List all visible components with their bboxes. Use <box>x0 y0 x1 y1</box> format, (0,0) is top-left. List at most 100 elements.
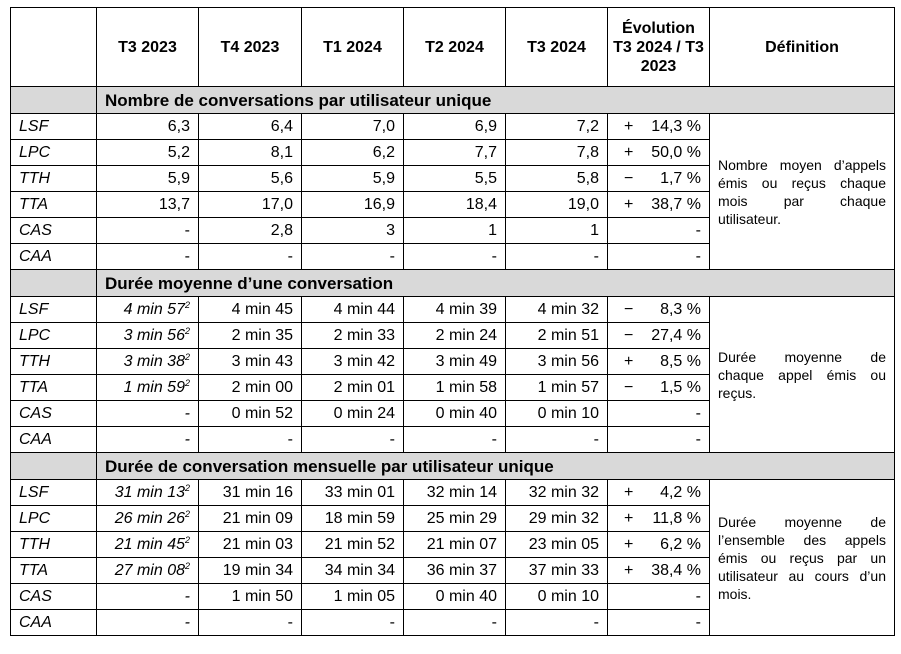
value-text: 21 min 07 <box>426 536 497 553</box>
value-text: 3 min 42 <box>333 353 395 370</box>
evolution-cell: − 1,7 % <box>607 165 710 192</box>
value-text: 1 min 05 <box>333 588 395 605</box>
value-cell: 19 min 34 <box>198 557 302 584</box>
evolution-value: 6,2 % <box>660 536 701 553</box>
row-label: TTA <box>10 374 97 401</box>
evolution-cell: +4,2 % <box>607 479 710 506</box>
value-cell: 26 min 262 <box>96 505 199 532</box>
header-t1-2024: T1 2024 <box>301 7 404 87</box>
value-cell: 5,9 <box>96 165 199 192</box>
evolution-sign: + <box>624 510 634 527</box>
evolution-cell: +8,5 % <box>607 348 710 375</box>
value-text: 5,8 <box>576 170 599 187</box>
value-cell: 6,2 <box>301 139 404 166</box>
value-text: 2 min 24 <box>435 327 497 344</box>
header-evolution: Évolution T3 2024 / T3 2023 <box>607 7 710 87</box>
table-row: LSF 31 min 132 31 min 16 33 min 01 32 min 14… <box>10 479 895 636</box>
value-text: 32 min 14 <box>426 484 497 501</box>
value-cell: 37 min 33 <box>505 557 608 584</box>
value-cell: 2 min 00 <box>198 374 302 401</box>
header-t2-2024: T2 2024 <box>403 7 506 87</box>
evolution-value: - <box>695 614 701 631</box>
section-header-blank <box>10 269 97 297</box>
footnote-marker: 2 <box>184 561 190 571</box>
value-cell: 4 min 32 <box>505 296 608 323</box>
value-cell: - <box>301 243 404 270</box>
value-text: - <box>389 431 395 448</box>
row-label: CAA <box>10 609 97 636</box>
value-cell: 6,4 <box>198 113 302 140</box>
value-text: 0 min 52 <box>231 405 293 422</box>
value-cell: - <box>198 609 302 636</box>
row-label: TTH <box>10 348 97 375</box>
value-text: 5,9 <box>372 170 395 187</box>
evolution-sign: + <box>624 484 634 501</box>
value-text: - <box>287 248 293 265</box>
evolution-value: 38,4 % <box>651 562 701 579</box>
value-cell: - <box>505 609 608 636</box>
evolution-sign: − <box>624 170 634 187</box>
value-cell: 0 min 40 <box>403 400 506 427</box>
value-cell: 16,9 <box>301 191 404 218</box>
footnote-marker: 2 <box>184 300 190 310</box>
table-row: LSF 4 min 572 4 min 45 4 min 44 4 min 39 4 mi… <box>10 296 895 453</box>
value-text: 4 min 57 <box>123 301 185 318</box>
value-cell: 3 min 382 <box>96 348 199 375</box>
value-text: 7,8 <box>576 144 599 161</box>
evolution-value: - <box>695 405 701 422</box>
row-label: CAS <box>10 583 97 610</box>
value-text: 2 min 01 <box>333 379 395 396</box>
value-text: - <box>491 614 497 631</box>
value-text: - <box>184 248 190 265</box>
evolution-value: 4,2 % <box>660 484 701 501</box>
value-text: 7,0 <box>372 118 395 135</box>
value-text: 1 min 50 <box>231 588 293 605</box>
value-cell: 3 min 56 <box>505 348 608 375</box>
table-row: CAA - - - - - - <box>10 426 895 453</box>
value-cell: 2 min 51 <box>505 322 608 349</box>
table-row: CAA - - - - - - <box>10 609 895 636</box>
definition-cell: Durée moyenne de l’ensemble des appels é… <box>709 479 895 636</box>
value-cell: 33 min 01 <box>301 479 404 506</box>
row-label: LPC <box>10 322 97 349</box>
row-label: LSF <box>10 296 97 323</box>
evolution-cell: - <box>607 400 710 427</box>
section-header-blank <box>10 452 97 480</box>
value-cell: 4 min 45 <box>198 296 302 323</box>
value-cell: - <box>301 426 404 453</box>
evolution-cell: − 8,3 % <box>607 296 710 323</box>
header-row: T3 2023 T4 2023 T1 2024 T2 2024 T3 2024 … <box>10 7 895 87</box>
value-cell: 5,5 <box>403 165 506 192</box>
evolution-cell: +6,2 % <box>607 531 710 558</box>
value-text: 2,8 <box>270 222 293 239</box>
value-text: 3 min 49 <box>435 353 497 370</box>
value-cell: 1 min 57 <box>505 374 608 401</box>
value-cell: 0 min 10 <box>505 583 608 610</box>
value-cell: 5,6 <box>198 165 302 192</box>
value-cell: 7,0 <box>301 113 404 140</box>
value-cell: - <box>301 609 404 636</box>
row-label: LSF <box>10 113 97 140</box>
section-title: Durée moyenne d’une conversation <box>96 269 895 297</box>
table-row: LPC 5,2 8,1 6,2 7,7 7,8 +50,0 % <box>10 139 895 166</box>
evolution-cell: +14,3 % <box>607 113 710 140</box>
value-text: 19 min 34 <box>222 562 293 579</box>
value-cell: 1 min 58 <box>403 374 506 401</box>
evolution-value: - <box>695 588 701 605</box>
evolution-value: 50,0 % <box>651 144 701 161</box>
evolution-sign: − <box>624 379 634 396</box>
value-cell: 21 min 52 <box>301 531 404 558</box>
table-row: TTA 27 min 082 19 min 34 34 min 34 36 min 37… <box>10 557 895 584</box>
definition-cell: Durée moyenne de chaque appel émis ou re… <box>709 296 895 453</box>
footnote-marker: 2 <box>184 483 190 493</box>
value-text: 3 min 56 <box>537 353 599 370</box>
value-text: - <box>593 248 599 265</box>
table-row: TTA 13,7 17,0 16,9 18,4 19,0 +38,7 % <box>10 191 895 218</box>
evolution-cell: +11,8 % <box>607 505 710 532</box>
evolution-sign: + <box>624 536 634 553</box>
value-cell: - <box>96 609 199 636</box>
value-text: 6,2 <box>372 144 395 161</box>
table-row: TTH 21 min 452 21 min 03 21 min 52 21 min 07… <box>10 531 895 558</box>
section-header-row: Durée de conversation mensuelle par util… <box>10 452 895 480</box>
value-text: 0 min 40 <box>435 588 497 605</box>
